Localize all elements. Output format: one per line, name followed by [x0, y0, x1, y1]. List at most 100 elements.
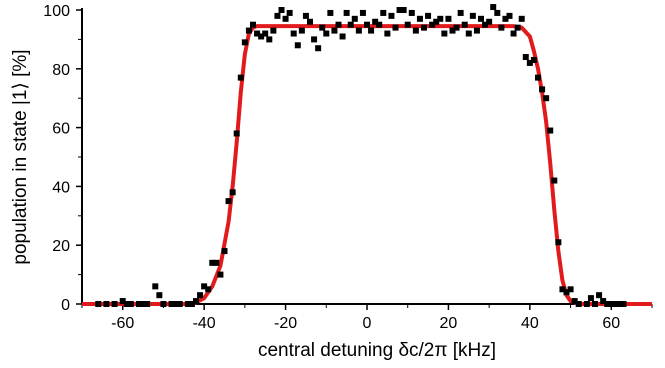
y-tick-label: 40 [52, 179, 70, 196]
y-tick-label: 20 [52, 238, 70, 255]
x-tick-label: 0 [363, 315, 372, 332]
data-point [213, 259, 220, 266]
data-point [449, 27, 456, 34]
data-point [522, 54, 529, 61]
data-point [612, 301, 619, 307]
data-point [266, 36, 273, 43]
data-point [331, 27, 338, 34]
data-point [339, 33, 346, 40]
data-point [241, 39, 248, 46]
y-tick-label: 0 [61, 297, 70, 314]
data-point [596, 292, 603, 299]
x-tick-label: 20 [440, 315, 458, 332]
data-point [506, 12, 513, 19]
data-point [286, 9, 293, 16]
data-point [461, 21, 468, 28]
data-point [168, 301, 175, 307]
data-point [490, 4, 497, 11]
data-point [368, 27, 375, 34]
data-point [535, 74, 541, 81]
x-tick-label: -60 [111, 315, 134, 332]
data-point [514, 24, 521, 31]
data-point [465, 30, 472, 37]
data-point [384, 30, 391, 37]
data-point [396, 7, 403, 13]
data-point [225, 198, 232, 205]
data-point [441, 30, 448, 37]
data-point [262, 30, 269, 37]
y-axis-label: population in state |1⟩ [%] [10, 49, 31, 264]
data-point [193, 298, 199, 305]
data-point [551, 177, 558, 184]
data-point [421, 24, 427, 31]
data-point [502, 15, 509, 22]
x-tick-label: 40 [521, 315, 539, 332]
data-point [302, 12, 309, 19]
data-point [209, 259, 216, 266]
data-point [600, 298, 607, 305]
data-point [343, 9, 350, 16]
data-point [254, 30, 261, 37]
data-points-layer [95, 4, 627, 307]
data-point [176, 301, 183, 307]
axes [81, 8, 652, 305]
data-point [567, 286, 574, 293]
data-point [152, 283, 159, 290]
x-tick-label: 60 [602, 315, 620, 332]
data-point [229, 189, 236, 196]
data-point [136, 301, 142, 307]
data-point [404, 21, 411, 28]
data-point [555, 239, 562, 246]
data-point [518, 15, 525, 22]
data-point [311, 36, 318, 43]
data-point [315, 45, 322, 52]
data-point [327, 9, 334, 16]
data-point [160, 301, 167, 307]
data-point [482, 21, 489, 28]
data-point [392, 24, 399, 31]
data-point [217, 271, 224, 278]
data-point [127, 301, 134, 307]
data-point [559, 286, 566, 293]
data-point [380, 9, 387, 16]
data-point [294, 42, 301, 49]
data-point [221, 248, 228, 255]
data-point [498, 24, 505, 31]
data-point [416, 15, 423, 22]
data-point [376, 21, 383, 28]
data-point [473, 27, 480, 34]
data-point [307, 18, 313, 25]
data-point [197, 292, 204, 299]
data-point [429, 21, 436, 28]
data-point [144, 301, 151, 307]
data-point [351, 15, 358, 22]
data-point [258, 33, 265, 40]
x-tick-label: -20 [274, 315, 297, 332]
data-point [372, 18, 379, 25]
data-point [478, 15, 484, 22]
data-point [408, 9, 415, 16]
data-point [412, 27, 419, 34]
data-point [156, 292, 163, 299]
data-point [608, 301, 615, 307]
data-point [103, 301, 110, 307]
data-point [571, 298, 578, 305]
data-point [457, 9, 464, 16]
data-point [616, 301, 623, 307]
labels-layer: central detuning δc/2π [kHz] population … [10, 49, 496, 361]
data-point [530, 56, 537, 63]
data-point [250, 21, 256, 28]
ticks: -60 -40 -20 0 20 40 60 0 20 40 60 80 100 [43, 3, 653, 332]
data-point [347, 21, 354, 28]
data-point [620, 301, 627, 307]
data-point [282, 15, 289, 22]
data-point [575, 301, 582, 307]
data-point [425, 12, 432, 19]
data-point [547, 127, 554, 134]
data-point [172, 301, 179, 307]
data-point [319, 24, 326, 31]
data-point [95, 301, 102, 307]
data-point [270, 27, 277, 34]
data-point [274, 12, 281, 19]
